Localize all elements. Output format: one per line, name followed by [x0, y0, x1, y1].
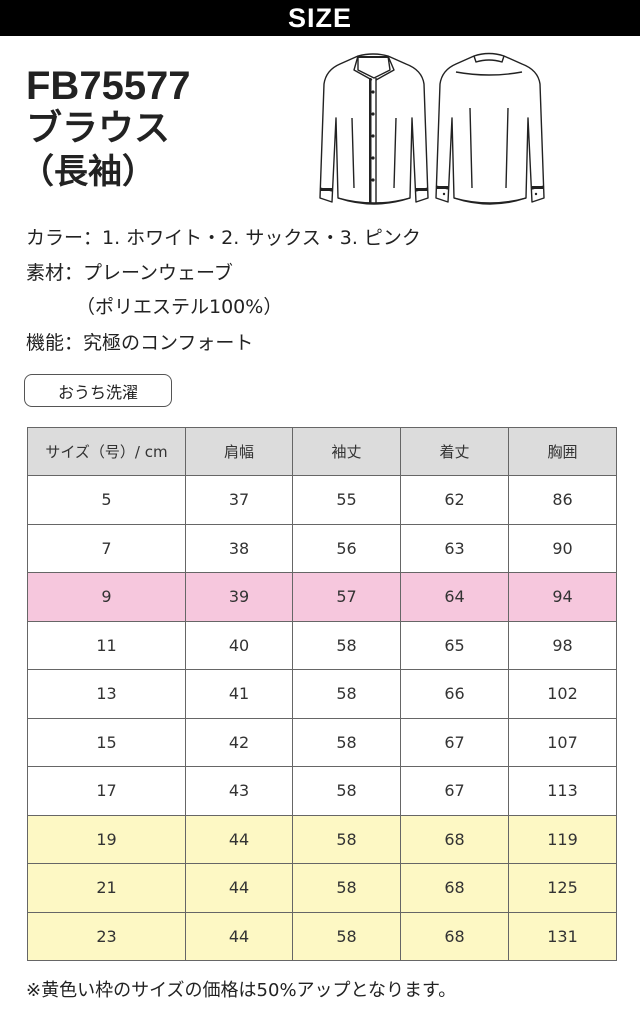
header-chest: 胸囲	[508, 427, 617, 476]
blouse-front-illustration	[319, 53, 429, 205]
cell-chest: 98	[508, 620, 617, 670]
cell-sleeve-length: 58	[292, 766, 401, 816]
home-wash-badge: おうち洗濯	[24, 374, 172, 407]
cell-shoulder-width: 43	[185, 766, 293, 816]
cell-chest: 90	[508, 523, 617, 573]
size-header-bar: SIZE	[0, 0, 640, 36]
blouse-back-illustration	[435, 52, 545, 205]
cell-size: 17	[27, 766, 186, 816]
cell-size: 15	[27, 717, 186, 767]
cell-body-length: 67	[400, 766, 509, 816]
cell-shoulder-width: 39	[185, 572, 293, 622]
cell-sleeve-length: 58	[292, 620, 401, 670]
cell-shoulder-width: 38	[185, 523, 293, 573]
cell-shoulder-width: 44	[185, 911, 293, 961]
spec-function: 機能：究極のコンフォート	[26, 332, 254, 354]
cell-size: 7	[27, 523, 186, 573]
cell-shoulder-width: 41	[185, 669, 293, 719]
table-row: 15 42 58 67 107	[27, 717, 617, 767]
header-body-length: 着丈	[400, 427, 509, 476]
size-table-header-row: サイズ（号）/ cm 肩幅 袖丈 着丈 胸囲	[27, 427, 617, 476]
price-footnote: ※黄色い枠のサイズの価格は50%アップとなります。	[26, 980, 457, 1001]
spec-color: カラー：1. ホワイト・2. サックス・3. ピンク	[26, 227, 421, 249]
cell-sleeve-length: 58	[292, 669, 401, 719]
cell-chest: 113	[508, 766, 617, 816]
table-row: 21 44 58 68 125	[27, 863, 617, 913]
cell-body-length: 62	[400, 475, 509, 525]
cell-body-length: 68	[400, 814, 509, 864]
cell-sleeve-length: 55	[292, 475, 401, 525]
product-sleeve-type: （長袖）	[20, 152, 156, 192]
size-header-title: SIZE	[287, 2, 352, 33]
cell-body-length: 66	[400, 669, 509, 719]
table-row: 19 44 58 68 119	[27, 814, 617, 864]
cell-body-length: 68	[400, 911, 509, 961]
cell-body-length: 64	[400, 572, 509, 622]
product-name: ブラウス	[26, 108, 171, 149]
cell-sleeve-length: 58	[292, 911, 401, 961]
product-code: FB75577	[26, 64, 191, 108]
table-row: 17 43 58 67 113	[27, 766, 617, 816]
header-size: サイズ（号）/ cm	[27, 427, 186, 476]
table-row: 5 37 55 62 86	[27, 475, 617, 525]
cell-shoulder-width: 44	[185, 814, 293, 864]
size-table: サイズ（号）/ cm 肩幅 袖丈 着丈 胸囲 5 37 55 62 86 7 38 56 63 9…	[27, 427, 617, 961]
table-row: 13 41 58 66 102	[27, 669, 617, 719]
cell-chest: 119	[508, 814, 617, 864]
cell-sleeve-length: 58	[292, 863, 401, 913]
cell-size: 5	[27, 475, 186, 525]
cell-chest: 94	[508, 572, 617, 622]
cell-sleeve-length: 58	[292, 717, 401, 767]
spec-material: 素材：プレーンウェーブ	[26, 262, 233, 284]
table-row: 7 38 56 63 90	[27, 523, 617, 573]
cell-body-length: 63	[400, 523, 509, 573]
cell-size: 21	[27, 863, 186, 913]
cell-shoulder-width: 44	[185, 863, 293, 913]
header-shoulder-width: 肩幅	[185, 427, 293, 476]
cell-chest: 107	[508, 717, 617, 767]
cell-body-length: 65	[400, 620, 509, 670]
cell-shoulder-width: 40	[185, 620, 293, 670]
cell-body-length: 67	[400, 717, 509, 767]
cell-shoulder-width: 37	[185, 475, 293, 525]
table-row: 11 40 58 65 98	[27, 620, 617, 670]
cell-body-length: 68	[400, 863, 509, 913]
table-row: 9 39 57 64 94	[27, 572, 617, 622]
cell-chest: 102	[508, 669, 617, 719]
spec-material-detail: （ポリエステル100%）	[76, 296, 283, 318]
cell-size: 11	[27, 620, 186, 670]
table-row: 23 44 58 68 131	[27, 911, 617, 961]
cell-chest: 125	[508, 863, 617, 913]
cell-shoulder-width: 42	[185, 717, 293, 767]
cell-size: 9	[27, 572, 186, 622]
cell-sleeve-length: 56	[292, 523, 401, 573]
cell-size: 13	[27, 669, 186, 719]
cell-size: 19	[27, 814, 186, 864]
cell-chest: 86	[508, 475, 617, 525]
cell-chest: 131	[508, 911, 617, 961]
cell-sleeve-length: 58	[292, 814, 401, 864]
header-sleeve-length: 袖丈	[292, 427, 401, 476]
cell-size: 23	[27, 911, 186, 961]
cell-sleeve-length: 57	[292, 572, 401, 622]
